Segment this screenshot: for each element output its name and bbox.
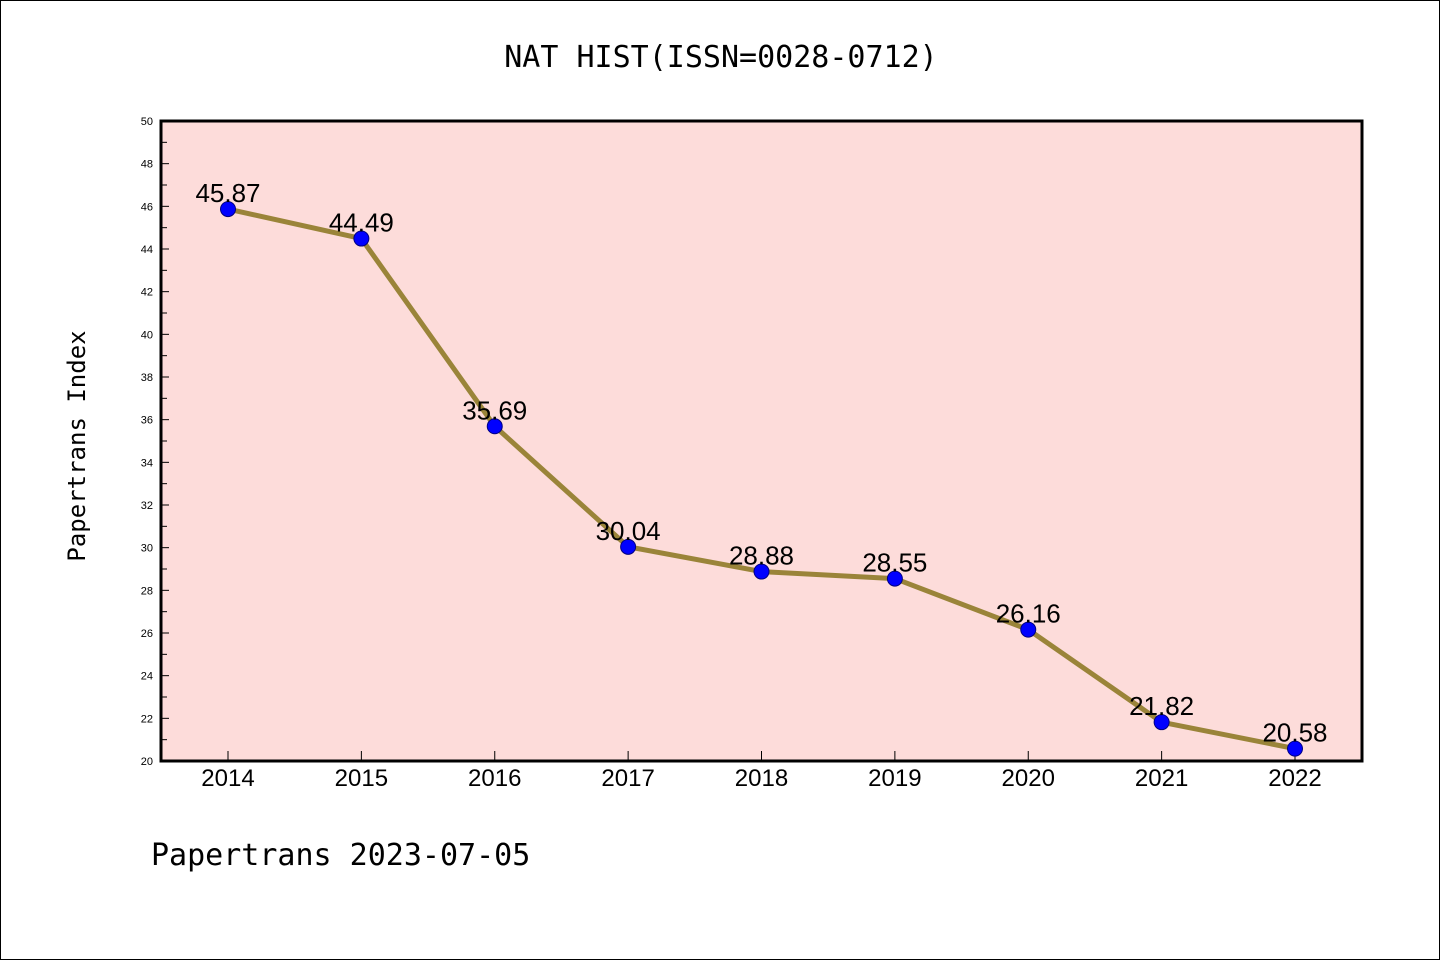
- y-tick-label: 32: [141, 500, 153, 512]
- y-tick-label: 22: [141, 713, 153, 725]
- y-tick-label: 26: [141, 628, 153, 640]
- data-labels-layer: 45.87 44.49 35.69 30.04 28.88 28.55 26.16 21.82…: [195, 178, 1327, 748]
- x-tick-label: 2016: [468, 765, 521, 792]
- y-axis-label: Papertrans Index: [63, 330, 91, 561]
- series-layer: [220, 201, 1303, 757]
- y-tick-label: 36: [141, 415, 153, 427]
- y-tick-label: 50: [141, 116, 153, 128]
- y-tick-label: 42: [141, 287, 153, 299]
- data-point: [1020, 621, 1037, 638]
- y-tick-label: 40: [141, 329, 153, 341]
- x-tick-label: 2021: [1135, 765, 1188, 792]
- data-point: [1287, 740, 1303, 757]
- x-tick-label: 2019: [868, 765, 921, 792]
- x-tick-label: 2022: [1268, 765, 1321, 792]
- data-label: 28.88: [729, 541, 794, 571]
- y-axis-ticks: 20 22 24 26 28 30 32 34 36 38 40 42 44 46 48 50: [141, 116, 169, 768]
- data-point: [220, 201, 236, 218]
- data-point: [486, 418, 503, 435]
- data-label: 26.16: [996, 599, 1061, 629]
- y-tick-label: 20: [141, 756, 153, 768]
- data-label: 28.55: [862, 548, 927, 578]
- y-tick-label: 24: [141, 671, 153, 683]
- y-tick-label: 30: [141, 543, 153, 555]
- data-label: 30.04: [596, 516, 661, 546]
- y-tick-label: 38: [141, 372, 153, 384]
- data-point: [1153, 714, 1170, 731]
- x-tick-label: 2014: [201, 765, 254, 792]
- x-axis-ticks: 2014 2015 2016 2017 2018 2019 2020 2021 2022: [201, 751, 1322, 792]
- x-tick-label: 2015: [335, 765, 388, 792]
- y-tick-label: 34: [141, 457, 153, 469]
- x-tick-label: 2017: [601, 765, 654, 792]
- y-tick-label: 44: [141, 244, 153, 256]
- data-point: [620, 538, 637, 555]
- data-label: 45.87: [195, 178, 260, 208]
- plot-area: [161, 121, 1362, 761]
- y-tick-label: 48: [141, 159, 153, 171]
- y-tick-label: 46: [141, 201, 153, 213]
- x-tick-label: 2018: [735, 765, 788, 792]
- data-point: [886, 570, 903, 587]
- data-label: 35.69: [462, 395, 527, 425]
- y-tick-label: 28: [141, 585, 153, 597]
- data-label: 20.58: [1262, 718, 1327, 748]
- data-point: [753, 563, 770, 580]
- data-label: 44.49: [329, 208, 394, 238]
- x-tick-label: 2020: [1002, 765, 1055, 792]
- plot-border: [159, 119, 1364, 763]
- footer-text: Papertrans 2023-07-05: [151, 838, 530, 873]
- chart-title: NAT HIST(ISSN=0028-0712): [504, 40, 937, 75]
- data-label: 21.82: [1129, 691, 1194, 721]
- data-point: [353, 230, 370, 247]
